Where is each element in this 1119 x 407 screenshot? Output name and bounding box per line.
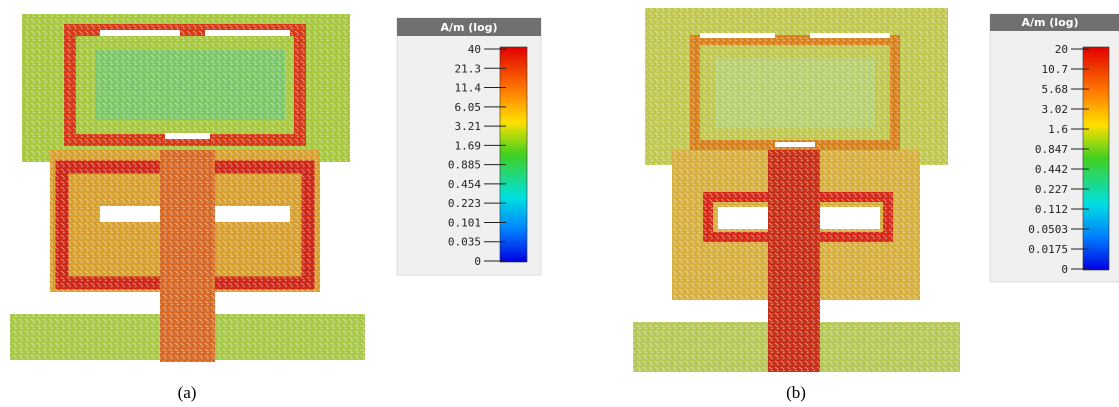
colorbar-title: A/m (log) [440,21,497,34]
colorbar-tick-label: 0 [1061,263,1068,276]
colorbar-b: A/m (log) [989,13,1119,283]
caption: (b) [786,383,806,402]
colorbar-tick-label: 0.0175 [1028,243,1068,256]
colorbar-tick-label: 3.21 [455,120,482,133]
colorbar-tick-label: 11.4 [455,82,482,95]
colorbar-tick-label: 3.02 [1042,103,1069,116]
caption: (a) [178,383,197,402]
colorbar-title: A/m (log) [1021,16,1078,29]
structure-a [10,14,365,362]
structure-b [633,8,960,372]
colorbar-a: A/m (log) [396,17,542,276]
colorbar-tick-label: 0.227 [1035,183,1068,196]
colorbar-tick-label: 20 [1055,43,1068,56]
colorbar-tick-label: 0.112 [1035,203,1068,216]
colorbar-tick-label: 0.847 [1035,143,1068,156]
colorbar-tick-label: 6.05 [455,101,482,114]
colorbar-tick-label: 0.885 [448,159,481,172]
colorbar-tick-label: 0.442 [1035,163,1068,176]
colorbar-tick-label: 10.7 [1042,63,1069,76]
colorbar-tick-label: 40 [468,43,481,56]
colorbar-tick-label: 0.0503 [1028,223,1068,236]
colorbar-tick-label: 1.6 [1048,123,1068,136]
colorbar-tick-label: 21.3 [455,62,482,75]
colorbar-tick-label: 0.454 [448,178,481,191]
colorbar-tick-label: 5.68 [1042,83,1069,96]
colorbar-tick-label: 0 [474,255,481,268]
colorbar-tick-label: 0.223 [448,197,481,210]
colorbar-tick-label: 0.101 [448,216,481,229]
colorbar-tick-label: 0.035 [448,236,481,249]
colorbar-tick-label: 1.69 [455,139,482,152]
